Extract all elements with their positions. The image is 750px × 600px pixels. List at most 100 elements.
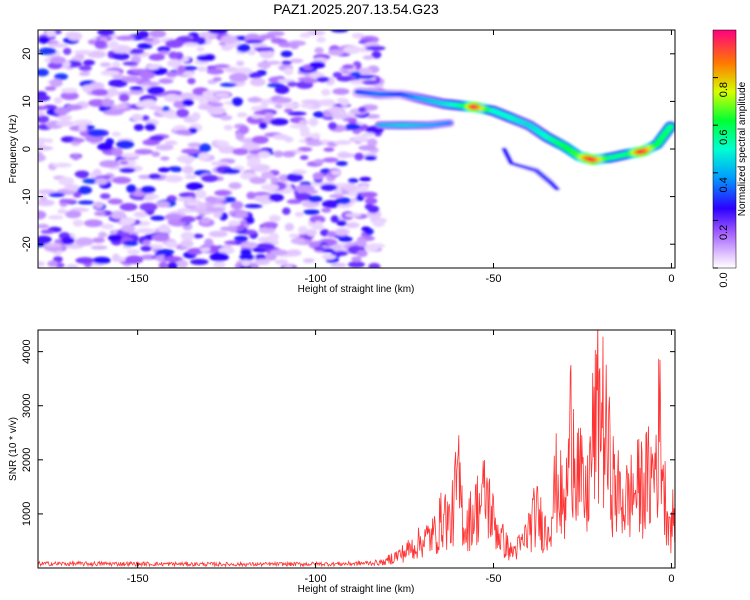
spectrogram-noise-blob (351, 32, 365, 39)
spectrogram-noise-blob (358, 67, 373, 76)
spectrogram-noise-blob (47, 215, 64, 220)
spectrogram-noise-blob (204, 238, 214, 248)
spectrogram-noise-blob (57, 115, 73, 121)
spectrogram-noise-blob (330, 215, 339, 223)
snr-y-label: SNR (10 * v/v) (8, 417, 19, 481)
spectrogram-noise-blob (213, 261, 226, 268)
spectrogram-noise-blob (149, 135, 165, 141)
spectrogram-noise-blob (372, 220, 385, 228)
spectrogram-noise-blob (148, 173, 161, 180)
spectrogram-noise-blob (122, 61, 138, 66)
spectrogram-noise-blob (234, 211, 248, 219)
spectrogram-noise-blob (101, 98, 113, 107)
spectrogram-noise-blob (56, 120, 74, 127)
snr-frame (37, 329, 676, 569)
spectrogram-noise-blob (212, 77, 222, 82)
spectrogram-noise-blob (38, 115, 50, 124)
spectrogram-ridge-layer (352, 86, 675, 192)
spectrogram-noise-blob (40, 229, 55, 234)
spectrogram-noise-blob (175, 129, 191, 136)
spectrogram-noise-blob (183, 42, 199, 47)
spectrogram-noise-blob (165, 71, 178, 77)
spectrogram-noise-blob (107, 234, 123, 242)
spectrogram-noise-blob (158, 51, 169, 56)
spectrogram-noise-blob (221, 44, 233, 51)
spectrogram-noise-blob (329, 194, 344, 199)
spectrogram-noise-blob (77, 185, 93, 195)
spectrogram-noise-blob (244, 39, 263, 44)
spectrogram-noise-blob (335, 160, 348, 166)
spectrogram-noise-blob (111, 253, 121, 263)
colorbar-ticks: 0.0 0.2 0.4 0.6 0.8 (713, 77, 730, 288)
spectrogram-noise-blob (287, 111, 307, 116)
spectrogram-noise-blob (47, 260, 58, 267)
spectrogram-noise-blob (244, 204, 263, 209)
spectrogram-noise-blob (275, 97, 292, 104)
spectrogram-noise-blob (38, 110, 45, 117)
spectrogram-noise-blob (139, 71, 156, 80)
spectrogram-noise-blob (182, 165, 194, 175)
spectrogram-noise-blob (220, 226, 238, 232)
spectrogram-noise-blob (140, 115, 150, 121)
spectrogram-noise-blob (364, 203, 374, 210)
spectrogram-noise-blob (268, 193, 284, 202)
spectrogram-noise-blob (261, 183, 279, 191)
spectrogram-noise-blob (335, 228, 349, 236)
colorbar-label: Normalized spectral amplitude (737, 81, 748, 216)
spectrogram-noise-blob (299, 155, 309, 161)
spectrogram-noise-blob (274, 85, 290, 95)
spectrogram-noise-blob (282, 150, 296, 158)
spectrogram-noise-blob (38, 152, 44, 162)
spectrogram-noise-blob (348, 118, 358, 125)
spectrogram-noise-blob (289, 124, 308, 129)
spectrogram-noise-blob (283, 67, 294, 76)
spectrogram-noise-blob (78, 65, 92, 72)
spectrogram-noise-blob (347, 178, 359, 184)
ridge-core (554, 187, 560, 191)
spectrogram-noise-blob (314, 246, 325, 251)
spectrogram-noise-blob (197, 66, 207, 72)
spectrogram-noise-blob (98, 231, 108, 238)
spectrogram-noise-blob (208, 30, 228, 35)
spectrogram-noise-blob (46, 40, 59, 45)
spectrogram-noise-blob (155, 201, 171, 208)
spectrogram-noise-blob (206, 207, 226, 212)
spectrogram-noise-blob (116, 103, 128, 109)
spectrogram-noise-blob (373, 83, 384, 89)
spectrogram-noise-blob (330, 169, 341, 176)
spectrogram-noise-blob (210, 161, 230, 166)
spectrogram-noise-blob (316, 36, 326, 43)
spectrogram-noise-blob (177, 197, 196, 202)
spectrogram-noise-blob (321, 253, 337, 260)
spectrogram-noise-blob (361, 226, 371, 232)
spectrogram-noise-blob (299, 119, 308, 126)
spectrogram-noise-blob (309, 215, 326, 224)
spectrogram-noise-blob (140, 254, 156, 260)
spectrogram-noise-blob (264, 112, 274, 118)
colorbar-tick-label: 0.4 (718, 177, 730, 192)
spectrogram-noise-blob (288, 233, 300, 238)
spectrogram-noise-blob (38, 189, 56, 195)
spectrogram-noise-blob (176, 108, 189, 118)
spectrogram-noise-blob (337, 197, 351, 205)
spectrogram-noise-blob (199, 247, 211, 253)
spectrogram-noise-blob (130, 113, 143, 122)
y-tick-label: -20 (21, 236, 33, 252)
spectrogram-noise-blob (313, 220, 323, 229)
spectrogram-noise-blob (294, 184, 315, 193)
spectrogram-noise-blob (74, 49, 93, 55)
spectrogram-noise-blob (198, 143, 212, 153)
spectrogram-noise-blob (65, 104, 83, 111)
spectrogram-noise-blob (218, 246, 235, 255)
spectrogram-noise-blob (269, 118, 289, 126)
spectrogram-noise-blob (181, 71, 196, 76)
spectrogram-noise-blob (164, 140, 178, 146)
spectrogram-noise-blob (54, 107, 70, 115)
spectrogram-noise-blob (140, 185, 156, 194)
spectrogram-noise-blob (355, 74, 375, 79)
spectrogram-noise-blob (361, 132, 376, 137)
snr-x-label: Height of straight line (km) (298, 584, 415, 595)
spectrogram-noise-blob (146, 64, 160, 71)
spectrogram-noise-blob (323, 147, 335, 152)
spectrogram-noise-blob (322, 157, 339, 163)
